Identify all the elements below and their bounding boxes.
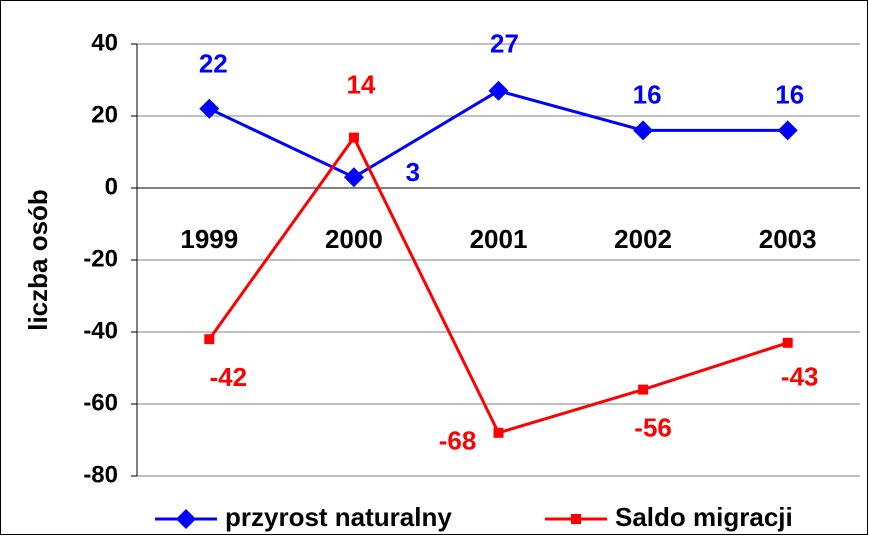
legend-marker	[176, 509, 196, 529]
data-label: 3	[406, 157, 420, 187]
data-label: 16	[775, 79, 804, 109]
data-label: 27	[490, 29, 519, 59]
data-point	[348, 132, 359, 143]
x-tick-label: 2000	[325, 224, 383, 254]
x-tick-label: 2003	[759, 224, 817, 254]
data-label: 22	[199, 49, 228, 79]
data-point	[343, 167, 364, 188]
data-point	[199, 98, 220, 119]
y-tick-label: -60	[83, 389, 118, 416]
data-point	[488, 80, 509, 101]
y-tick-label: -20	[83, 245, 118, 272]
x-tick-label: 1999	[180, 224, 238, 254]
y-tick-label: 20	[91, 101, 118, 128]
data-label: -68	[439, 426, 477, 456]
data-label: -43	[781, 362, 819, 392]
data-label: 14	[346, 69, 375, 99]
data-point	[777, 120, 798, 141]
x-tick-label: 2002	[614, 224, 672, 254]
data-label: -42	[210, 362, 248, 392]
data-point	[204, 334, 215, 345]
y-axis-label: liczba osób	[23, 189, 53, 331]
data-point	[493, 427, 504, 438]
data-label: 16	[633, 79, 662, 109]
y-tick-label: 40	[91, 29, 118, 56]
x-tick-label: 2001	[470, 224, 528, 254]
y-tick-label: -80	[83, 461, 118, 488]
legend-label: przyrost naturalny	[225, 502, 452, 532]
y-tick-label: -40	[83, 317, 118, 344]
data-point	[638, 384, 649, 395]
legend-marker	[571, 514, 581, 524]
data-point	[782, 337, 793, 348]
legend-label: Saldo migracji	[615, 502, 793, 532]
data-label: -56	[634, 412, 672, 442]
y-tick-label: 0	[105, 173, 118, 200]
data-point	[633, 120, 654, 141]
